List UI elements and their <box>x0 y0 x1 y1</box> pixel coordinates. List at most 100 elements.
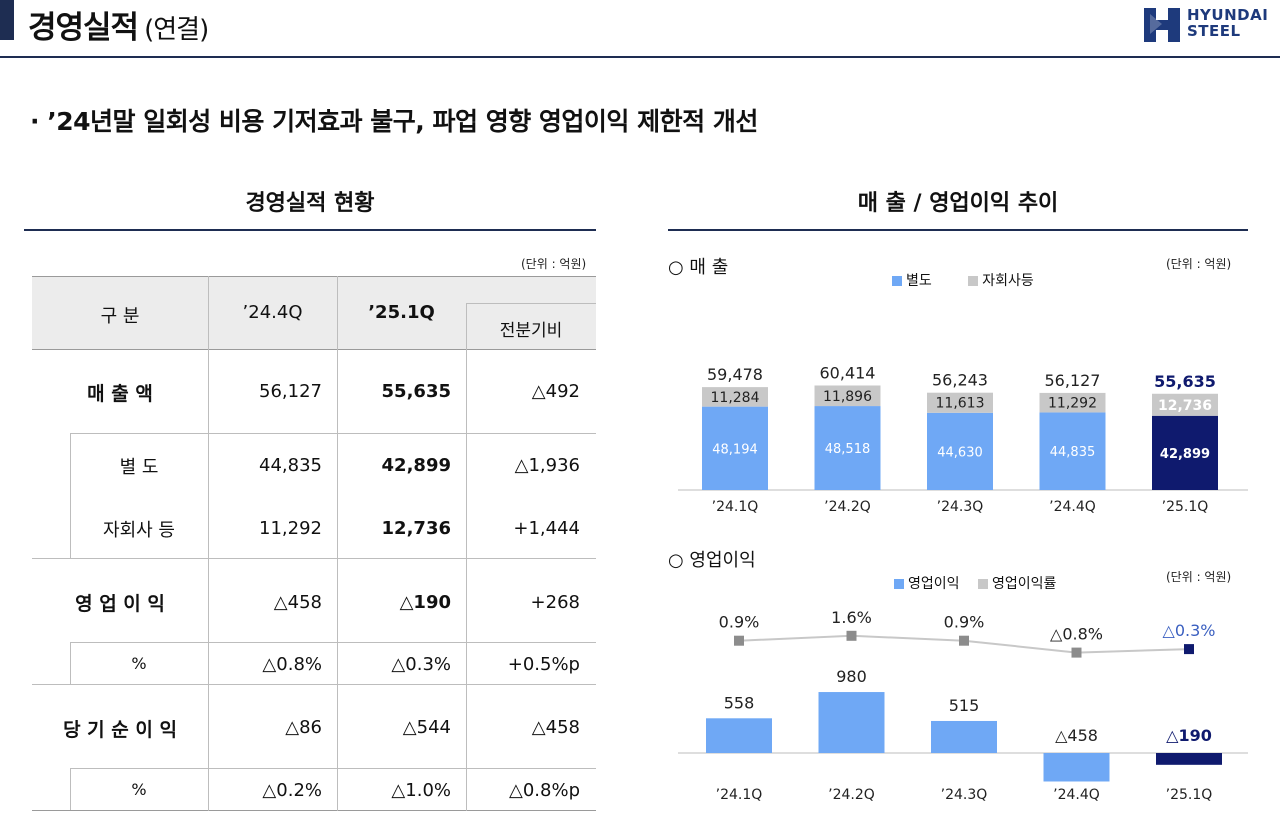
op-legend: 영업이익 영업이익률 <box>894 573 1056 593</box>
net-margin-qoq: △0.8%p <box>509 780 580 801</box>
revenue-category-label: ’24.3Q <box>937 499 984 515</box>
revenue-subsidiaries-label: 12,736 <box>1158 398 1212 414</box>
row-label-net-income: 당 기 순 이 익 <box>63 719 177 741</box>
revenue-bar-standalone <box>814 406 881 490</box>
page-title: 경영실적 (연결) <box>28 10 209 46</box>
revenue-bar-subsidiaries <box>1152 393 1218 416</box>
operating-profit-chart: 558 0.9% ’24.1Q 980 1.6% ’24.2Q 515 0.9% ’24.3Q △… <box>678 608 1248 803</box>
revenue-total-label: 56,243 <box>932 371 988 390</box>
hyundai-steel-logo <box>1144 8 1180 42</box>
op-value-label: 980 <box>836 667 867 686</box>
table-section-divider <box>24 229 596 231</box>
revenue-bar-standalone <box>927 412 993 490</box>
subsidiaries-qoq: +1,444 <box>513 518 580 539</box>
op-bar <box>818 692 885 753</box>
performance-table: 구 분 ’24.4Q ’25.1Q 전분기비 매 출 액 56,127 55,6… <box>32 276 596 811</box>
table-section-title: 경영실적 현황 <box>245 191 375 216</box>
op-margin-label: △0.8% <box>1050 625 1103 644</box>
revenue-bar-subsidiaries <box>1039 392 1106 413</box>
page-title-sub: (연결) <box>144 15 209 45</box>
revenue-standalone-label: 44,630 <box>937 445 983 460</box>
legend-margin-label: 영업이익률 <box>991 576 1057 592</box>
op-bar <box>706 718 772 753</box>
op-margin-24-4q: △0.8% <box>262 654 322 675</box>
revenue-category-label: ’25.1Q <box>1162 499 1209 515</box>
revenue-25-1q: 55,635 <box>381 381 451 402</box>
op-category-label: ’25.1Q <box>1166 787 1213 803</box>
header-divider <box>0 56 1280 58</box>
op-profit-qoq: +268 <box>530 592 580 613</box>
legend-op-label: 영업이익 <box>908 576 960 592</box>
revenue-category-label: ’24.4Q <box>1049 499 1096 515</box>
revenue-chart-unit: (단위 : 억원) <box>1166 257 1232 271</box>
revenue-subsidiaries-label: 11,292 <box>1048 396 1097 412</box>
standalone-24-4q: 44,835 <box>259 455 322 476</box>
op-category-label: ’24.2Q <box>828 787 875 803</box>
revenue-24-4q: 56,127 <box>259 381 322 402</box>
row-label-subsidiaries: 자회사 등 <box>103 520 175 541</box>
net-income-25-1q: △544 <box>402 717 451 738</box>
headline: · ’24년말 일회성 비용 기저효과 불구, 파업 영향 영업이익 제한적 개… <box>30 107 758 136</box>
op-value-label: 515 <box>949 696 980 715</box>
legend-standalone-swatch <box>892 276 902 286</box>
op-value-label: △190 <box>1166 726 1212 745</box>
op-margin-marker <box>959 635 969 646</box>
subsidiaries-24-4q: 11,292 <box>259 518 322 539</box>
op-category-label: ’24.3Q <box>941 787 988 803</box>
header-category: 구 분 <box>100 306 140 327</box>
op-bar <box>1043 753 1110 782</box>
logo-wordmark: HYUNDAI STEEL <box>1187 6 1269 40</box>
legend-subsidiaries-label: 자회사등 <box>982 273 1034 289</box>
revenue-category-label: ’24.1Q <box>712 499 759 515</box>
revenue-chart: 48,194 11,284 59,478 ’24.1Q 48,518 11,896 60,4… <box>678 363 1248 515</box>
header-24-4q: ’24.4Q <box>242 302 303 323</box>
revenue-legend: 별도 자회사등 <box>892 270 1034 290</box>
chart-section-title: 매 출 / 영업이익 추이 <box>857 191 1059 216</box>
op-margin-label: 0.9% <box>944 613 985 632</box>
subsidiaries-25-1q: 12,736 <box>381 518 451 539</box>
revenue-bar-subsidiaries <box>927 392 993 413</box>
row-label-net-margin: % <box>131 780 147 799</box>
revenue-bar-standalone <box>702 406 768 490</box>
net-income-qoq: △458 <box>531 717 580 738</box>
revenue-standalone-label: 48,518 <box>825 442 871 457</box>
revenue-subsidiaries-label: 11,896 <box>823 389 872 405</box>
legend-standalone-label: 별도 <box>906 273 932 289</box>
title-accent-bar <box>0 0 14 40</box>
table-header-bg <box>32 276 596 349</box>
revenue-bar-standalone <box>1152 415 1218 490</box>
row-label-revenue: 매 출 액 <box>87 383 153 405</box>
op-profit-25-1q: △190 <box>399 592 451 613</box>
op-margin-25-1q: △0.3% <box>391 654 451 675</box>
net-margin-25-1q: △1.0% <box>391 780 451 801</box>
revenue-subsidiaries-label: 11,284 <box>711 390 760 406</box>
revenue-subsidiaries-label: 11,613 <box>936 396 985 412</box>
op-profit-24-4q: △458 <box>273 592 322 613</box>
op-bar <box>931 720 997 753</box>
op-chart-title: ○ 영업이익 <box>668 550 756 571</box>
op-bar <box>1156 753 1222 765</box>
revenue-bar-subsidiaries <box>702 387 768 407</box>
net-margin-24-4q: △0.2% <box>262 780 322 801</box>
op-category-label: ’24.1Q <box>716 787 763 803</box>
revenue-standalone-label: 44,835 <box>1050 445 1096 460</box>
revenue-standalone-label: 42,899 <box>1160 447 1210 462</box>
standalone-25-1q: 42,899 <box>381 455 451 476</box>
standalone-qoq: △1,936 <box>514 455 580 476</box>
revenue-total-label: 56,127 <box>1045 371 1101 390</box>
op-chart-unit: (단위 : 억원) <box>1166 570 1232 584</box>
revenue-total-label: 55,635 <box>1154 372 1216 391</box>
revenue-standalone-label: 48,194 <box>712 442 758 457</box>
op-margin-marker <box>1071 647 1082 658</box>
revenue-total-label: 60,414 <box>820 363 876 382</box>
row-label-operating-profit: 영 업 이 익 <box>75 593 165 615</box>
op-margin-marker <box>1184 644 1194 655</box>
op-margin-label: △0.3% <box>1163 621 1216 640</box>
row-label-op-margin: % <box>131 654 147 673</box>
revenue-qoq: △492 <box>531 381 580 402</box>
op-margin-marker <box>846 630 857 641</box>
op-category-label: ’24.4Q <box>1053 787 1100 803</box>
op-margin-qoq: +0.5%p <box>507 654 580 675</box>
op-value-label: 558 <box>724 693 755 712</box>
legend-margin-swatch <box>977 579 988 589</box>
